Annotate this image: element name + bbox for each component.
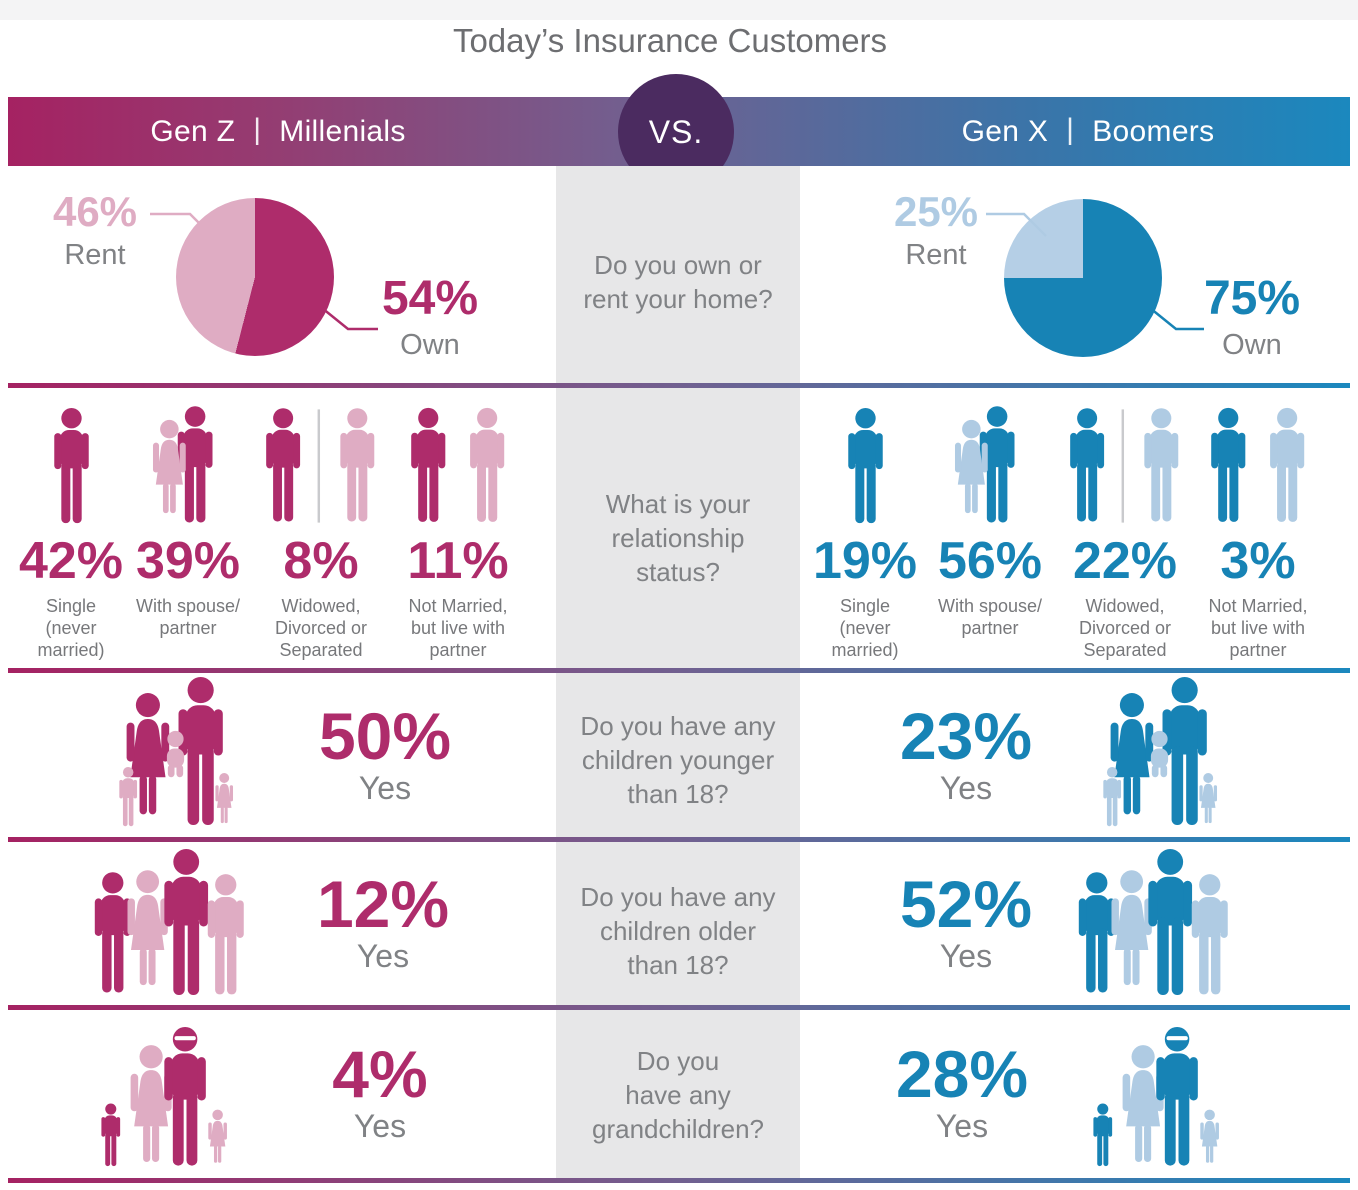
genz-spouse-percent: 39%: [135, 532, 241, 590]
couple-icon: [923, 403, 1057, 525]
genx-rel-single: 19% Single (never married): [798, 403, 932, 661]
genz-spouse-label: With spouse/ partner: [135, 596, 241, 638]
genz-rel-single: 42% Single (never married): [4, 403, 138, 661]
single-person-icon: [4, 403, 138, 525]
header-separator: |: [253, 112, 262, 146]
genz-family-young-children-icon: [119, 677, 234, 827]
genz-rent-percent: 46%: [52, 188, 138, 235]
row-divider: [8, 837, 1350, 842]
genx-notmarried-label: Not Married, but live with partner: [1208, 596, 1308, 660]
genx-rent-stat: 25% Rent: [876, 188, 996, 272]
genx-rel-spouse: 56% With spouse/ partner: [923, 403, 1057, 639]
genz-rel-notmarried: 11% Not Married, but live with partner: [391, 403, 525, 661]
genx-single-label: Single (never married): [831, 596, 899, 660]
genz-adult-children-stat: 12% Yes: [313, 867, 453, 975]
question-grandchildren: Do you have any grandchildren?: [591, 1046, 764, 1144]
question-children-younger: Do you have any children younger than 18…: [580, 711, 776, 809]
separated-couple-icon: [254, 403, 388, 525]
genx-adult-children-group-icon: [1078, 848, 1228, 996]
bottom-divider: [8, 1178, 1350, 1183]
pie-leader-lines: [150, 212, 1204, 331]
genx-own-rent-pie-chart: [1004, 199, 1162, 357]
genx-young-children-stat: 23% Yes: [896, 699, 1036, 807]
genz-own-stat: 54% Own: [370, 272, 490, 362]
genx-grandchildren-label: Yes: [935, 1108, 989, 1144]
genz-young-children-percent: 50%: [318, 699, 452, 773]
genz-widowed-percent: 8%: [283, 532, 359, 590]
genz-grandparents-icon: [101, 1026, 227, 1167]
genx-rel-notmarried: 3% Not Married, but live with partner: [1191, 403, 1325, 661]
header-boomers-label: Boomers: [1092, 114, 1215, 148]
genz-grandchildren-percent: 4%: [332, 1037, 428, 1111]
couple-icon: [121, 403, 255, 525]
genx-widowed-label: Widowed, Divorced or Separated: [1078, 596, 1172, 660]
header-millenials-label: Millenials: [279, 114, 406, 148]
genz-rel-spouse: 39% With spouse/ partner: [121, 403, 255, 639]
question-relationship: What is your relationship status?: [605, 489, 751, 587]
header-genz-label: Gen Z: [150, 114, 236, 148]
genx-young-children-label: Yes: [939, 770, 993, 806]
genx-family-young-children-icon: [1103, 677, 1218, 827]
page-title: Today’s Insurance Customers: [452, 22, 888, 59]
genz-widowed-label: Widowed, Divorced or Separated: [274, 596, 368, 660]
row-divider: [8, 1005, 1350, 1010]
header-genz-millenials: Gen Z | Millenials: [8, 97, 548, 166]
genz-single-label: Single (never married): [37, 596, 105, 660]
genx-notmarried-percent: 3%: [1220, 532, 1296, 590]
genx-adult-children-percent: 52%: [899, 867, 1033, 941]
genx-rent-percent: 25%: [893, 188, 979, 235]
genx-single-percent: 19%: [812, 532, 918, 590]
genz-adult-children-label: Yes: [356, 938, 410, 974]
genx-rel-widowed: 22% Widowed, Divorced or Separated: [1058, 403, 1192, 661]
row-divider: [8, 383, 1350, 388]
genz-adult-children-group-icon: [94, 848, 244, 996]
genx-rent-label: Rent: [905, 238, 967, 271]
genx-widowed-percent: 22%: [1072, 532, 1178, 590]
genx-spouse-label: With spouse/ partner: [937, 596, 1043, 638]
glasses-detail: [174, 1036, 196, 1041]
genz-single-percent: 42%: [18, 532, 124, 590]
separated-couple-icon: [1058, 403, 1192, 525]
header-genx-label: Gen X: [961, 114, 1049, 148]
two-partners-icon: [1191, 403, 1325, 525]
genx-adult-children-label: Yes: [939, 938, 993, 974]
genx-own-percent: 75%: [1203, 272, 1301, 325]
glasses-detail: [1166, 1036, 1188, 1041]
two-partners-icon: [391, 403, 525, 525]
genz-notmarried-percent: 11%: [407, 532, 509, 590]
header-genx-boomers: Gen X | Boomers: [868, 97, 1308, 166]
genx-young-children-percent: 23%: [899, 699, 1033, 773]
genz-own-percent: 54%: [381, 272, 479, 325]
genz-rel-widowed: 8% Widowed, Divorced or Separated: [254, 403, 388, 661]
genz-young-children-stat: 50% Yes: [315, 699, 455, 807]
question-column: [556, 166, 800, 1183]
genx-grandparents-icon: [1093, 1026, 1219, 1167]
genz-adult-children-percent: 12%: [316, 867, 450, 941]
genz-young-children-label: Yes: [358, 770, 412, 806]
genz-grandchildren-label: Yes: [353, 1108, 407, 1144]
genz-rent-label: Rent: [64, 238, 126, 271]
genz-notmarried-label: Not Married, but live with partner: [408, 596, 508, 660]
genz-grandchildren-stat: 4% Yes: [310, 1037, 450, 1145]
genx-own-stat: 75% Own: [1192, 272, 1312, 362]
question-children-older: Do you have any children older than 18?: [580, 882, 776, 980]
genz-own-rent-pie-chart: [176, 198, 334, 356]
vs-label: VS.: [648, 113, 704, 150]
genx-adult-children-stat: 52% Yes: [896, 867, 1036, 975]
page-background-strip: [0, 0, 1358, 20]
genx-own-label: Own: [1222, 328, 1282, 361]
genx-spouse-percent: 56%: [937, 532, 1043, 590]
header-separator: |: [1066, 112, 1075, 146]
single-person-icon: [798, 403, 932, 525]
genx-grandchildren-stat: 28% Yes: [892, 1037, 1032, 1145]
genz-rent-stat: 46% Rent: [35, 188, 155, 272]
row-divider: [8, 668, 1350, 673]
genx-grandchildren-percent: 28%: [895, 1037, 1029, 1111]
genz-own-label: Own: [400, 328, 460, 361]
question-own-rent: Do you own or rent your home?: [583, 250, 773, 314]
